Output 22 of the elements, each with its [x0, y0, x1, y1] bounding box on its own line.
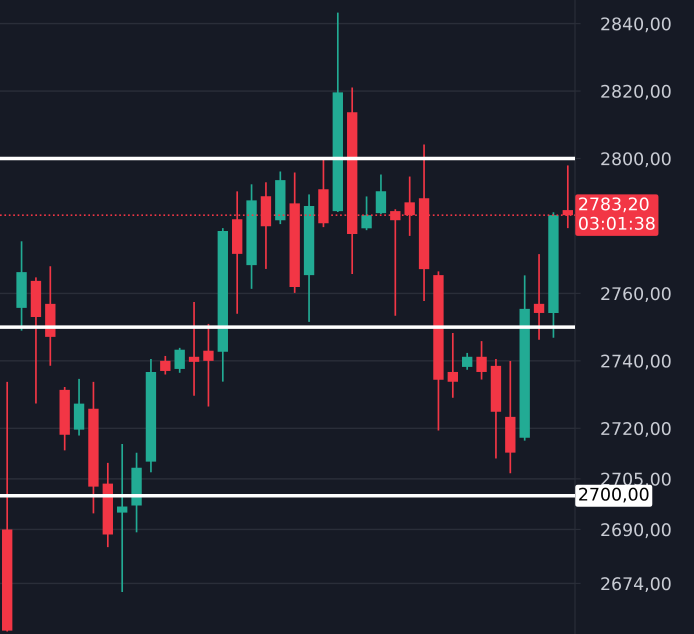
y-tick-label: 2705,00 [601, 472, 671, 488]
ref-line-label: 2783,20 03:01:38 [579, 197, 655, 230]
ref-line-label: 2700,00 [579, 488, 649, 503]
candlestick [534, 254, 544, 340]
y-tick-label: 2720,00 [601, 422, 671, 437]
candlestick [476, 341, 487, 380]
candlestick [188, 302, 200, 396]
y-tick-label: 2820,00 [601, 84, 671, 100]
candlestick [462, 352, 472, 370]
y-tick-label: 2740,00 [601, 354, 671, 370]
y-tick-label: 2760,00 [601, 287, 671, 302]
candlestick [361, 196, 372, 230]
candlestick [160, 356, 170, 374]
y-tick-label: 2840,00 [601, 17, 671, 32]
candlestick [203, 324, 214, 407]
y-tick-label: 2800,00 [601, 152, 671, 168]
candlestick [117, 444, 128, 592]
candlestick [174, 348, 185, 373]
candlestick [376, 174, 386, 214]
y-tick-label: 2690,00 [601, 523, 671, 538]
candlestick [448, 333, 458, 398]
y-tick-label: 2674,00 [601, 577, 671, 592]
